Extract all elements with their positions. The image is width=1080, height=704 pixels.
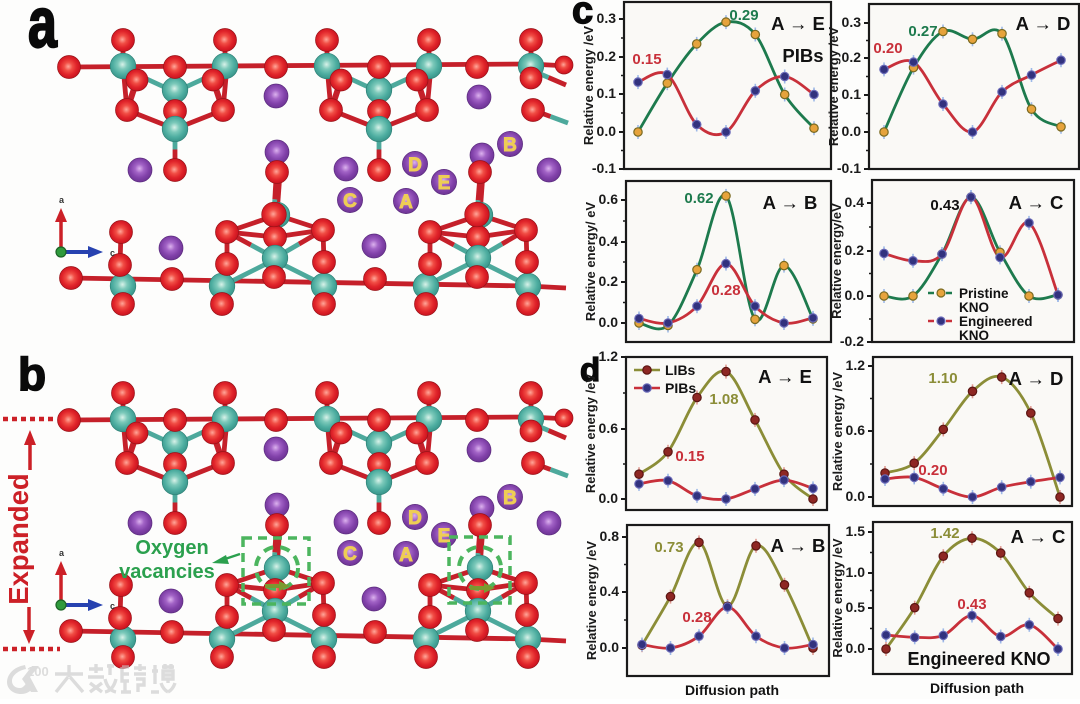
svg-text:b: b [18,348,46,400]
svg-text:Relative energy /eV: Relative energy /eV [830,372,845,492]
svg-text:B: B [503,135,517,156]
svg-text:C: C [343,544,357,565]
svg-text:0.73: 0.73 [654,539,683,556]
svg-text:A → B: A → B [771,535,826,556]
svg-text:A: A [399,192,413,213]
svg-text:0.4: 0.4 [845,194,865,210]
svg-text:A → D: A → D [1016,13,1071,34]
svg-text:0.0: 0.0 [597,123,617,139]
svg-text:Oxygen: Oxygen [135,537,208,559]
svg-text:A → C: A → C [1011,526,1066,547]
svg-text:0.15: 0.15 [675,448,704,465]
svg-text:0.2: 0.2 [599,273,619,289]
svg-text:A → D: A → D [1009,368,1064,389]
svg-text:vacancies: vacancies [119,561,215,583]
svg-text:c: c [110,248,115,258]
svg-text:100: 100 [27,664,49,679]
svg-text:Engineered KNO: Engineered KNO [907,649,1050,669]
svg-text:0.28: 0.28 [682,609,711,626]
svg-text:Relative energy /eV: Relative energy /eV [830,538,845,658]
svg-text:0.20: 0.20 [918,462,947,479]
svg-text:1.0: 1.0 [846,564,866,580]
svg-text:0.6: 0.6 [599,191,619,207]
svg-text:0.4: 0.4 [599,233,619,249]
svg-text:0.2: 0.2 [845,242,865,258]
svg-text:0.6: 0.6 [599,420,619,436]
svg-text:Pristine: Pristine [959,286,1009,301]
svg-text:Diffusion path: Diffusion path [930,680,1024,696]
svg-text:0.0: 0.0 [600,639,620,655]
svg-text:-0.2: -0.2 [840,333,864,349]
svg-text:a: a [59,195,65,205]
svg-text:PIBs: PIBs [665,380,696,396]
svg-text:1.2: 1.2 [599,348,619,364]
svg-text:0.0: 0.0 [599,490,619,506]
svg-text:0.27: 0.27 [908,23,937,40]
svg-text:c: c [110,601,115,611]
svg-text:Relative energy /eV: Relative energy /eV [581,26,596,146]
svg-text:Relative energy /eV: Relative energy /eV [583,374,598,494]
svg-text:0.8: 0.8 [600,528,620,544]
svg-text:0.15: 0.15 [632,51,661,68]
svg-text:Engineered: Engineered [959,314,1033,329]
svg-text:0.29: 0.29 [729,7,758,24]
svg-text:0.0: 0.0 [846,488,866,504]
svg-text:Relative energy/eV: Relative energy/eV [829,203,844,319]
svg-text:Relative energy /eV: Relative energy /eV [826,27,841,147]
svg-text:0.62: 0.62 [684,190,713,207]
svg-text:0.3: 0.3 [842,14,862,30]
svg-text:0.1: 0.1 [842,86,862,102]
svg-text:1.42: 1.42 [930,525,959,542]
svg-text:-0.1: -0.1 [837,160,861,176]
svg-text:Expanded: Expanded [3,473,34,604]
svg-text:0.2: 0.2 [597,48,617,64]
svg-text:0.2: 0.2 [842,49,862,65]
svg-text:Relative energy/ eV: Relative energy/ eV [583,202,598,322]
svg-text:c: c [572,0,593,32]
svg-text:0.4: 0.4 [600,583,620,599]
svg-text:0.0: 0.0 [842,123,862,139]
svg-text:0.20: 0.20 [873,40,902,57]
svg-text:LIBs: LIBs [665,362,696,378]
svg-text:0.5: 0.5 [846,599,866,615]
svg-text:E: E [438,173,451,194]
svg-text:1.5: 1.5 [846,523,866,539]
svg-text:PIBs: PIBs [782,45,823,66]
svg-text:0.6: 0.6 [846,422,866,438]
svg-text:Diffusion path: Diffusion path [685,682,779,698]
svg-text:0.43: 0.43 [930,197,959,214]
svg-text:1.08: 1.08 [709,391,738,408]
svg-text:0.43: 0.43 [957,596,986,613]
svg-text:A → E: A → E [758,366,812,387]
svg-text:A: A [399,545,413,566]
svg-text:A → E: A → E [771,13,825,34]
svg-text:a: a [59,548,65,558]
svg-text:0.0: 0.0 [845,287,865,303]
svg-text:B: B [503,488,517,509]
svg-text:D: D [408,155,422,176]
svg-text:C: C [343,191,357,212]
svg-text:KNO: KNO [959,300,989,315]
svg-text:A → C: A → C [1009,192,1064,213]
svg-text:-0.1: -0.1 [592,160,616,176]
svg-text:1.2: 1.2 [846,357,866,373]
svg-text:d: d [580,351,600,388]
svg-text:D: D [408,508,422,529]
svg-text:0.0: 0.0 [599,314,619,330]
svg-text:KNO: KNO [959,328,989,343]
svg-text:0.1: 0.1 [597,85,617,101]
svg-text:E: E [438,526,451,547]
svg-text:1.10: 1.10 [928,370,957,387]
svg-text:0.0: 0.0 [846,640,866,656]
svg-text:Relative energy /eV: Relative energy /eV [584,541,599,661]
svg-text:0.3: 0.3 [597,10,617,26]
svg-text:0.28: 0.28 [711,282,740,299]
svg-text:a: a [28,0,57,63]
svg-text:A → B: A → B [763,192,818,213]
